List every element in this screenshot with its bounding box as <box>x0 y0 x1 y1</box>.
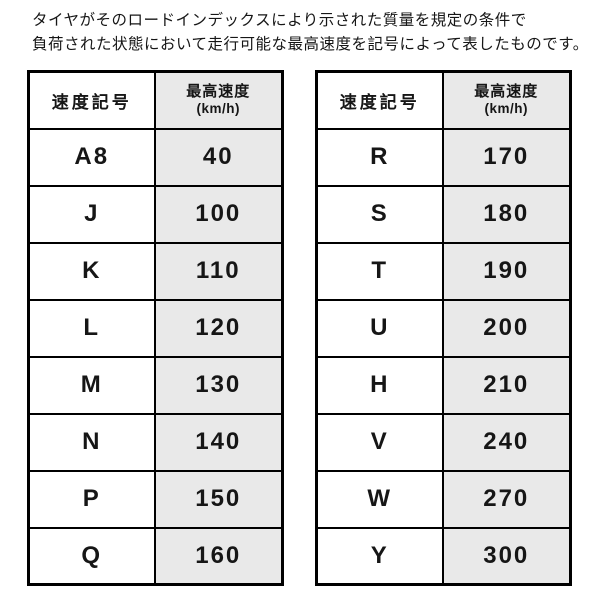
speed-cell: 160 <box>153 526 284 586</box>
table-row: V 240 <box>315 412 572 472</box>
speed-cell: 100 <box>153 184 284 244</box>
symbol-cell: S <box>315 184 444 244</box>
speed-cell: 110 <box>153 241 284 301</box>
symbol-cell: T <box>315 241 444 301</box>
symbol-cell: K <box>27 241 156 301</box>
symbol-cell: M <box>27 355 156 415</box>
speed-cell: 240 <box>441 412 572 472</box>
intro-text-line1: タイヤがそのロードインデックスにより示された質量を規定の条件で <box>32 12 527 29</box>
symbol-cell: L <box>27 298 156 358</box>
speed-table-left: 速度記号 最高速度 (km/h) A8 40 J 100 K 110 L <box>27 70 284 586</box>
table-row: H 210 <box>315 355 572 415</box>
table-row: Q 160 <box>27 526 284 586</box>
speed-cell: 190 <box>441 241 572 301</box>
table-header-row: 速度記号 最高速度 (km/h) <box>27 70 284 130</box>
table-row: T 190 <box>315 241 572 301</box>
table-header-row: 速度記号 最高速度 (km/h) <box>315 70 572 130</box>
table-row: J 100 <box>27 184 284 244</box>
speed-cell: 130 <box>153 355 284 415</box>
table-row: P 150 <box>27 469 284 529</box>
speed-cell: 180 <box>441 184 572 244</box>
symbol-column-header: 速度記号 <box>315 70 444 130</box>
speed-cell: 140 <box>153 412 284 472</box>
symbol-cell: U <box>315 298 444 358</box>
speed-cell: 120 <box>153 298 284 358</box>
intro-text: タイヤがそのロードインデックスにより示された質量を規定の条件で 負荷された状態に… <box>32 9 589 57</box>
table-row: W 270 <box>315 469 572 529</box>
symbol-cell: P <box>27 469 156 529</box>
speed-cell: 150 <box>153 469 284 529</box>
symbol-column-header: 速度記号 <box>27 70 156 130</box>
table-row: S 180 <box>315 184 572 244</box>
speed-table-right: 速度記号 最高速度 (km/h) R 170 S 180 T 190 U <box>315 70 572 586</box>
speed-header-unit: (km/h) <box>196 101 240 117</box>
speed-cell: 300 <box>441 526 572 586</box>
speed-cell: 170 <box>441 127 572 187</box>
table-row: R 170 <box>315 127 572 187</box>
speed-column-header: 最高速度 (km/h) <box>153 70 284 130</box>
symbol-cell: H <box>315 355 444 415</box>
symbol-cell: Y <box>315 526 444 586</box>
table-row: U 200 <box>315 298 572 358</box>
speed-column-header: 最高速度 (km/h) <box>441 70 572 130</box>
speed-cell: 200 <box>441 298 572 358</box>
speed-header-unit: (km/h) <box>484 101 528 117</box>
speed-cell: 270 <box>441 469 572 529</box>
table-row: M 130 <box>27 355 284 415</box>
speed-cell: 210 <box>441 355 572 415</box>
symbol-cell: N <box>27 412 156 472</box>
speed-header-label: 最高速度 <box>186 83 251 101</box>
table-row: L 120 <box>27 298 284 358</box>
symbol-cell: Q <box>27 526 156 586</box>
intro-text-line2: 負荷された状態において走行可能な最高速度を記号によって表したものです。 <box>32 36 589 53</box>
table-row: A8 40 <box>27 127 284 187</box>
table-row: N 140 <box>27 412 284 472</box>
symbol-cell: R <box>315 127 444 187</box>
speed-cell: 40 <box>153 127 284 187</box>
speed-header-label: 最高速度 <box>474 83 539 101</box>
table-row: K 110 <box>27 241 284 301</box>
symbol-cell: W <box>315 469 444 529</box>
symbol-cell: V <box>315 412 444 472</box>
symbol-cell: J <box>27 184 156 244</box>
symbol-cell: A8 <box>27 127 156 187</box>
table-row: Y 300 <box>315 526 572 586</box>
